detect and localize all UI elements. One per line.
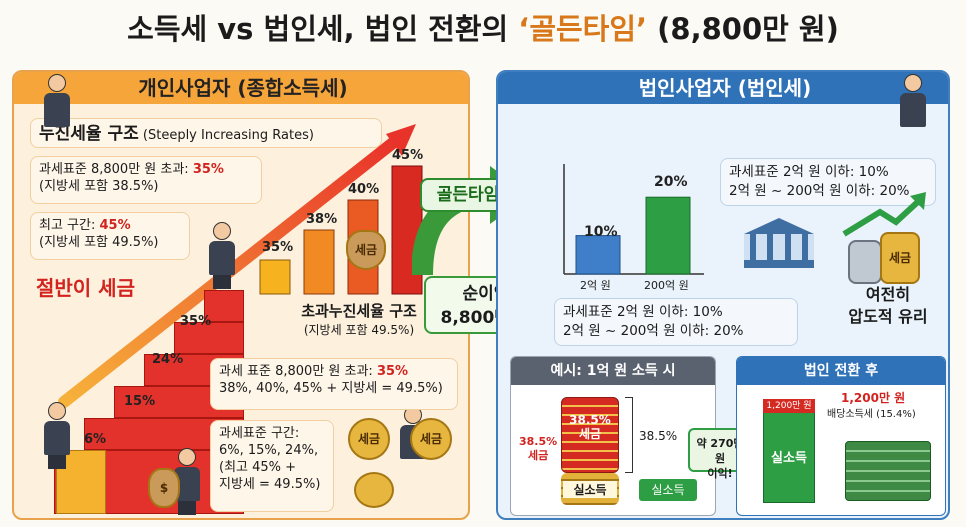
individual-header: 개인사업자 (종합소득세) xyxy=(14,72,468,104)
threshold-box: 과세표준 8,800만 원 초과: 35% (지방세 포함 38.5%) xyxy=(30,156,262,204)
progressive-title-box: 누진세율 구조 (Steeply Increasing Rates) xyxy=(30,118,382,148)
bar-label-35: 35% xyxy=(262,240,294,255)
example-box: 예시: 1억 원 소득 시 38.5% 세금 38.5% 세금 실소득 38.5% … xyxy=(510,356,716,516)
corp-rate-box: 과세표준 2억 원 이하: 10% 2억 원 ~ 200억 원 이하: 20% xyxy=(720,158,936,206)
advantage-text: 여전히 압도적 유리 xyxy=(848,285,928,326)
bracket-detail-box: 과세표준 구간: 6%, 15%, 24%, (최고 45% + 지방세 = 4… xyxy=(210,420,334,512)
bar-label-38: 38% xyxy=(306,212,338,227)
top-bracket-box: 최고 구간: 45% (지방세 포함 49.5%) xyxy=(30,212,190,260)
after-bar xyxy=(763,399,815,503)
cash-stack-icon xyxy=(845,441,931,501)
stair-5 xyxy=(174,322,244,354)
after-dividend-label: 배당소득세 (15.4%) xyxy=(827,409,916,420)
bar-38 xyxy=(303,229,335,295)
silver-coins-icon xyxy=(848,240,882,284)
corporate-bar-chart xyxy=(563,164,704,275)
presenter-person-icon-right xyxy=(900,74,926,127)
bank-handshake-icon xyxy=(744,218,814,288)
corp-bar-label-10: 10% xyxy=(584,224,618,240)
corp-axis-label-200eok: 200억 원 xyxy=(644,279,689,292)
example-tax-label: 38.5% 세금 xyxy=(519,435,558,462)
tax-coin-stack xyxy=(561,397,619,473)
corp-rate-box-2: 과세표준 2억 원 이하: 10% 2억 원 ~ 200억 원 이하: 20% xyxy=(554,298,798,346)
gold-coins-icon: 세금 xyxy=(880,232,920,284)
tax-coin-icon-2: 세금 xyxy=(410,418,452,460)
tax-coin-icon-1: 세금 xyxy=(348,418,390,460)
presenter-person-icon xyxy=(44,74,70,127)
example-net-label: 실소득 xyxy=(563,481,617,498)
excess-caption: 초과누진세율 구조 (지방세 포함 49.5%) xyxy=(301,302,417,337)
bar-35 xyxy=(259,259,291,295)
stair-label-24: 24% xyxy=(152,352,184,367)
individual-panel: 개인사업자 (종합소득세) 누진세율 구조 (Steeply Increasin… xyxy=(12,70,470,520)
after-tax-segment: 1,200만 원 xyxy=(763,399,815,413)
example-header: 예시: 1억 원 소득 시 xyxy=(511,357,715,385)
progressive-bar-chart xyxy=(259,165,423,295)
corporate-header: 법인사업자 (법인세) xyxy=(498,72,948,104)
bracket xyxy=(625,397,633,473)
after-tax-tag: 1,200만 원 xyxy=(841,391,906,405)
growth-arrow-icon xyxy=(842,192,926,237)
bar-label-45: 45% xyxy=(392,148,424,163)
stair-label-15: 15% xyxy=(124,394,156,409)
pointing-person-icon xyxy=(44,402,70,469)
corp-bar-label-20: 20% xyxy=(654,174,688,190)
example-net-tag: 실소득 xyxy=(639,479,697,501)
corp-bar-20 xyxy=(645,196,691,275)
page-title: 소득세 vs 법인세, 법인 전환의 ‘골든타임’ (8,800만 원) xyxy=(127,12,839,46)
after-net-label: 실소득 xyxy=(771,451,807,466)
after-box: 법인 전환 후 1,200만 원 실소득 1,200만 원 배당소득세 (15.… xyxy=(736,356,946,516)
corporate-panel: 법인사업자 (법인세) 10% 20% 2억 원 200억 원 과세표준 2억 … xyxy=(496,70,950,520)
tax-stack-label: 38.5% 세금 xyxy=(569,413,611,441)
money-bag-icon: $ xyxy=(148,468,180,508)
magnifier-person-icon xyxy=(209,222,235,289)
coin-stack-icon xyxy=(354,472,394,508)
stair-6 xyxy=(204,290,244,322)
stair-label-6: 6% xyxy=(84,432,107,447)
excess-detail-box: 과세 표준 8,800만 원 초과: 35% 38%, 40%, 45% + 지… xyxy=(210,358,458,410)
after-header: 법인 전환 후 xyxy=(737,357,945,385)
example-bracket-label: 38.5% xyxy=(639,429,678,443)
tax-bag-icon: 세금 xyxy=(346,230,386,270)
half-tax-label: 절반이 세금 xyxy=(36,276,135,300)
bar-label-40: 40% xyxy=(348,182,380,197)
corp-axis-label-2eok: 2억 원 xyxy=(580,279,611,292)
corp-bar-10 xyxy=(575,235,621,275)
stair-label-35: 35% xyxy=(180,314,212,329)
